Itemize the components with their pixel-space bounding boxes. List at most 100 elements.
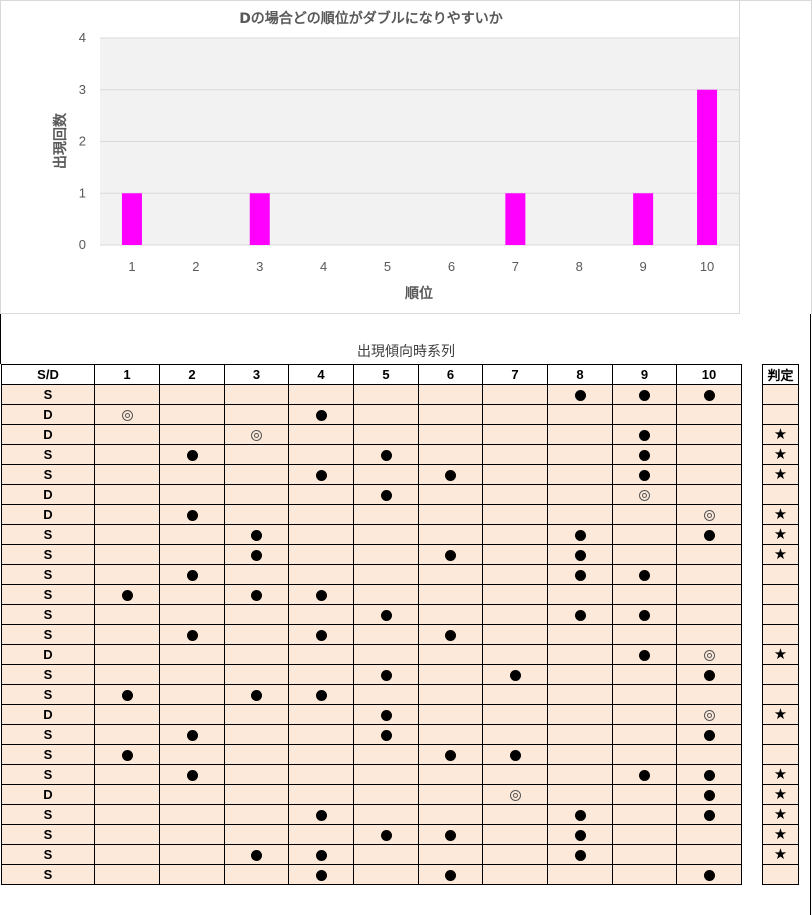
filled-circle-mark bbox=[703, 390, 715, 402]
filled-circle-mark bbox=[380, 730, 392, 742]
judge-cell bbox=[762, 564, 799, 585]
rank-cell bbox=[94, 384, 160, 405]
rank-cell bbox=[288, 484, 354, 505]
double-circle-mark bbox=[703, 650, 715, 662]
bar bbox=[633, 193, 654, 245]
rank-cell bbox=[159, 824, 225, 845]
sd-cell: D bbox=[1, 504, 95, 525]
rank-cell bbox=[547, 744, 613, 765]
table-row: S bbox=[1, 524, 742, 545]
filled-circle-mark bbox=[639, 430, 650, 442]
sd-cell: S bbox=[1, 524, 95, 545]
rank-cell bbox=[159, 624, 225, 645]
rank-cell bbox=[612, 784, 677, 805]
table-row: S bbox=[1, 584, 742, 605]
star-icon: ★ bbox=[773, 446, 788, 463]
rank-cell bbox=[353, 504, 419, 525]
rank-cell bbox=[547, 804, 613, 825]
rank-cell bbox=[224, 764, 289, 785]
filled-circle-mark bbox=[251, 590, 262, 602]
filled-circle-mark bbox=[445, 870, 456, 882]
rank-cell bbox=[676, 844, 742, 865]
filled-circle-mark bbox=[703, 870, 715, 882]
rank-cell bbox=[159, 504, 225, 525]
rank-cell bbox=[288, 424, 354, 445]
table-row: S bbox=[1, 624, 742, 645]
table-row: D bbox=[1, 404, 742, 425]
filled-circle-mark bbox=[380, 830, 392, 842]
rank-cell bbox=[482, 584, 548, 605]
sd-cell: S bbox=[1, 724, 95, 745]
rank-cell bbox=[676, 444, 742, 465]
judge-cell bbox=[762, 684, 799, 705]
rank-cell bbox=[482, 804, 548, 825]
star-icon: ★ bbox=[773, 806, 788, 823]
sd-cell: S bbox=[1, 444, 95, 465]
table-row: S bbox=[1, 844, 742, 865]
rank-cell bbox=[224, 504, 289, 525]
filled-circle-mark bbox=[639, 450, 650, 462]
rank-cell bbox=[547, 584, 613, 605]
judge-cell: ★ bbox=[762, 504, 799, 525]
filled-circle-mark bbox=[574, 610, 586, 622]
filled-circle-mark bbox=[703, 530, 715, 542]
sd-cell: S bbox=[1, 844, 95, 865]
judge-row bbox=[762, 744, 799, 765]
rank-cell bbox=[94, 524, 160, 545]
rank-cell bbox=[612, 664, 677, 685]
judge-row bbox=[762, 404, 799, 425]
rank-cell bbox=[159, 764, 225, 785]
judge-row: ★ bbox=[762, 504, 799, 525]
rank-cell bbox=[94, 724, 160, 745]
filled-circle-mark bbox=[380, 490, 392, 502]
rank-cell bbox=[353, 784, 419, 805]
rank-cell bbox=[547, 664, 613, 685]
filled-circle-mark bbox=[186, 770, 198, 782]
sd-cell: S bbox=[1, 804, 95, 825]
rank-cell bbox=[353, 604, 419, 625]
sd-cell: S bbox=[1, 624, 95, 645]
rank-cell bbox=[159, 704, 225, 725]
rank-cell bbox=[224, 464, 289, 485]
chart-panel: 0 1 2 3 4 1 2 3 4 5 6 7 8 9 10 Dの場合どの順位がダブルになりやすいか 順位 出現回… bbox=[0, 0, 740, 314]
rank-cell bbox=[482, 644, 548, 665]
filled-circle-mark bbox=[186, 570, 198, 582]
filled-circle-mark bbox=[315, 470, 327, 482]
filled-circle-mark bbox=[574, 390, 586, 402]
rank-cell bbox=[676, 764, 742, 785]
judge-row: ★ bbox=[762, 424, 799, 445]
rank-cell bbox=[288, 384, 354, 405]
rank-cell bbox=[612, 644, 677, 665]
filled-circle-mark bbox=[703, 790, 715, 802]
rank-cell bbox=[288, 684, 354, 705]
judge-cell: ★ bbox=[762, 644, 799, 665]
judge-cell: ★ bbox=[762, 844, 799, 865]
judge-cell bbox=[762, 604, 799, 625]
rank-cell bbox=[418, 664, 483, 685]
judge-row: ★ bbox=[762, 804, 799, 825]
star-icon: ★ bbox=[773, 506, 788, 523]
rank-cell bbox=[288, 744, 354, 765]
rank-cell bbox=[612, 464, 677, 485]
rank-cell bbox=[482, 724, 548, 745]
rank-cell bbox=[547, 384, 613, 405]
filled-circle-mark bbox=[315, 690, 327, 702]
rank-cell bbox=[676, 384, 742, 405]
rank-cell bbox=[547, 484, 613, 505]
rank-cell bbox=[547, 624, 613, 645]
rank-cell bbox=[676, 804, 742, 825]
rank-cell bbox=[482, 544, 548, 565]
rank-cell bbox=[418, 604, 483, 625]
rank-cell bbox=[482, 384, 548, 405]
rank-cell bbox=[612, 824, 677, 845]
rank-cell bbox=[612, 564, 677, 585]
rank-cell bbox=[94, 624, 160, 645]
filled-circle-mark bbox=[703, 730, 715, 742]
rank-cell bbox=[676, 484, 742, 505]
rank-cell bbox=[547, 504, 613, 525]
rank-cell bbox=[547, 684, 613, 705]
filled-circle-mark bbox=[380, 670, 392, 682]
rank-cell bbox=[676, 664, 742, 685]
rank-cell bbox=[159, 524, 225, 545]
rank-cell bbox=[676, 564, 742, 585]
